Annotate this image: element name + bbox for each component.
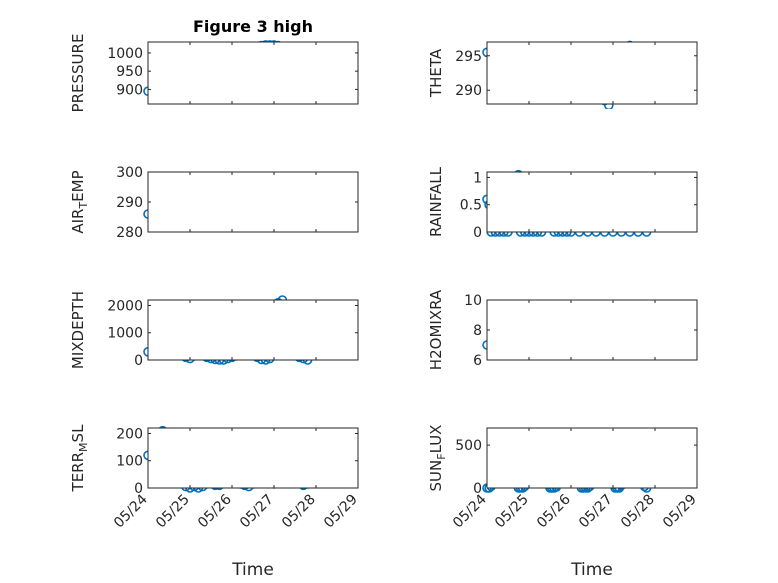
y-tick-label: 8: [473, 323, 482, 339]
x-tick-label: 05/24: [111, 491, 151, 531]
subplot-h2omixra: 6 8 10 H2OMIXRA: [427, 289, 698, 370]
subplot-sun_flux: 0 500 05/24 05/25 05/26 05/27 05/28 05/29 Time SU…: [427, 425, 700, 580]
y-axis-label: MIXDEPTH: [69, 291, 87, 369]
y-axis-label: RAINFALL: [427, 166, 445, 237]
x-tick-label: 05/28: [618, 492, 658, 532]
y-axis-label: AIRTEMP: [69, 170, 90, 233]
x-axis-label: Time: [570, 560, 613, 580]
y-axis-label: H2OMIXRA: [427, 289, 445, 370]
x-tick-label: 05/25: [153, 492, 193, 532]
axes-box: [147, 427, 359, 489]
x-tick-label: 05/26: [195, 491, 235, 531]
y-tick-label: 0.5: [460, 198, 482, 214]
x-tick-label: 05/27: [237, 492, 277, 532]
y-tick-label: 290: [116, 195, 143, 211]
subplot-air_temp: 280 290 300 AIRTEMP: [69, 165, 359, 241]
figure-title: Figure 3 high: [193, 17, 313, 36]
y-axis-label: THETA: [427, 48, 445, 98]
axes-box: [147, 171, 359, 233]
y-tick-label: 900: [116, 82, 143, 98]
x-tick-label: 05/29: [321, 492, 361, 532]
subplot-terr_msl: 0 100 200 05/24 05/25 05/26 05/27 05/28 05/29 Tim…: [69, 424, 361, 580]
y-tick-label: 950: [116, 64, 143, 80]
y-tick-label: 2000: [107, 298, 143, 314]
y-axis-label: TERRMSL: [69, 424, 90, 493]
subplot-rainfall: 0 0.5 1 RAINFALL: [427, 166, 698, 241]
x-tick-label: 05/25: [492, 492, 532, 532]
y-tick-label: 0: [473, 481, 482, 497]
subplot-pressure: 900 950 1000 PRESSURE Figure 3 high: [69, 17, 359, 113]
y-axis-label: SUNFLUX: [427, 425, 448, 492]
y-tick-label: 6: [473, 353, 482, 369]
y-tick-label: 280: [116, 225, 143, 241]
x-tick-label: 05/27: [576, 492, 616, 532]
axes-box: [147, 299, 359, 361]
axes-box: [147, 41, 359, 105]
x-tick-label: 05/26: [534, 491, 574, 531]
y-axis-label: PRESSURE: [69, 34, 87, 113]
axes-box: [486, 41, 698, 105]
y-tick-label: 500: [455, 438, 482, 454]
x-axis-label: Time: [231, 560, 274, 580]
subplot-mixdepth: 0 1000 2000 MIXDEPTH: [69, 291, 359, 369]
y-tick-label: 1000: [107, 326, 143, 342]
axes-box: [486, 299, 698, 361]
y-tick-label: 0: [134, 481, 143, 497]
x-tick-label: 05/29: [660, 492, 700, 532]
x-tick-label: 05/24: [450, 491, 490, 531]
axes-box: [486, 427, 698, 489]
y-tick-label: 300: [116, 165, 143, 181]
y-tick-label: 100: [116, 454, 143, 470]
y-tick-label: 295: [455, 49, 482, 65]
y-tick-label: 10: [464, 293, 482, 309]
y-tick-label: 200: [116, 426, 143, 442]
y-tick-label: 1000: [107, 46, 143, 62]
x-tick-label: 05/28: [279, 492, 319, 532]
y-tick-label: 290: [455, 83, 482, 99]
subplot-theta: 290 295 THETA: [427, 40, 698, 109]
y-tick-label: 0: [134, 353, 143, 369]
y-tick-label: 0: [473, 225, 482, 241]
axes-box: [486, 171, 698, 233]
y-tick-label: 1: [473, 170, 482, 186]
